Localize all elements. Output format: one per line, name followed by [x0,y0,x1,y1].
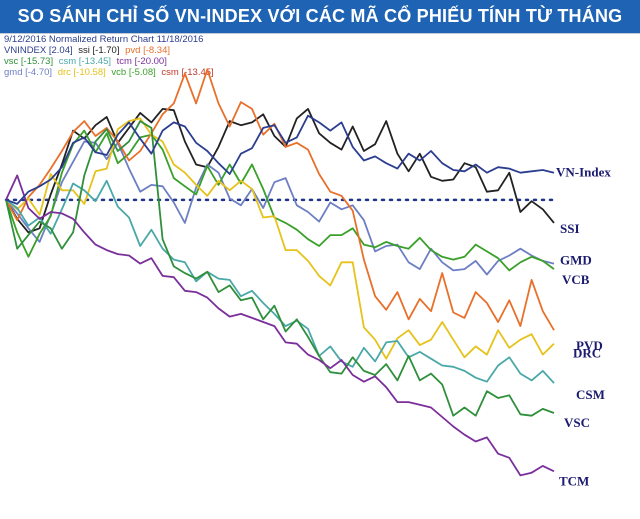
legend-entry-csm-2: csm [-13.45] [161,67,214,78]
series-label-csm: CSM [576,387,605,402]
series-line-ssi [5,108,555,234]
series-line-tcm [5,174,555,477]
series-line-vn-index [5,114,555,205]
legend-entry-ssi: ssi [-1.70] [78,45,120,56]
legend-entry-pvd: pvd [-8.34] [125,45,170,56]
legend-entry-csm: csm [-13.45] [58,56,112,67]
legend-entry-tcm: tcm [-20.00] [116,56,167,67]
series-label-drc: DRC [573,346,601,361]
legend-entry-vsc: vsc [-15.73] [4,56,54,67]
series-label-tcm: TCM [559,473,589,488]
legend-entry-gmd: gmd [-4.70] [4,67,53,78]
legend-row-1: VNINDEX [2.04] ssi [-1.70] pvd [-8.34] [4,45,173,56]
legend-entry-vnindex: VNINDEX [2.04] [4,45,73,56]
series-line-drc [5,117,555,360]
series-line-csm [5,179,555,384]
series-label-pvd: PVD [576,338,603,353]
series-label-ssi: SSI [560,221,580,236]
series-label-vcb: VCB [562,272,590,287]
series-label-gmd: GMD [560,253,592,268]
legend-row-2: vsc [-15.73] csm [-13.45] tcm [-20.00] [4,56,170,67]
legend-entry-vcb: vcb [-5.08] [111,67,156,78]
series-line-gmd [5,140,555,276]
series-line-vsc [5,120,555,417]
series-label-vn-index: VN-Index [556,165,611,180]
legend-entry-drc: drc [-10.58] [57,67,106,78]
series-label-vsc: VSC [564,415,590,430]
chart-range-label: 9/12/2016 Normalized Return Chart 11/18/… [4,34,204,45]
legend-row-3: gmd [-4.70] drc [-10.58] vcb [-5.08] csm… [4,67,217,78]
series-line-vcb [5,129,555,272]
